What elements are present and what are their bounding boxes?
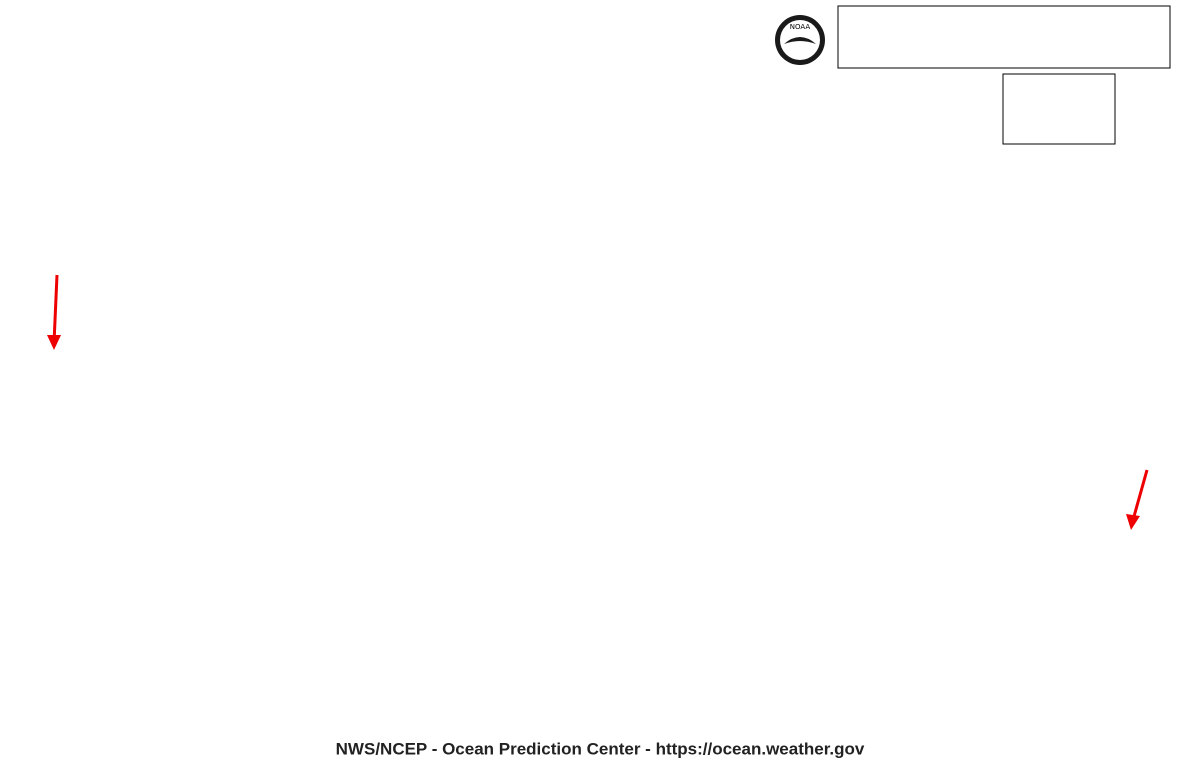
arrow-head <box>47 335 61 350</box>
logo-text: NOAA <box>790 23 811 31</box>
note-box <box>1002 73 1116 145</box>
arrow <box>1131 469 1149 521</box>
overlay: NOAA NWS/NCEP - Ocean Prediction Center … <box>47 5 1171 758</box>
footer: NWS/NCEP - Ocean Prediction Center - htt… <box>336 739 865 758</box>
arrow-head <box>1126 514 1140 530</box>
logo-bird <box>784 37 816 44</box>
arrow <box>52 274 59 344</box>
header-box <box>837 5 1171 69</box>
